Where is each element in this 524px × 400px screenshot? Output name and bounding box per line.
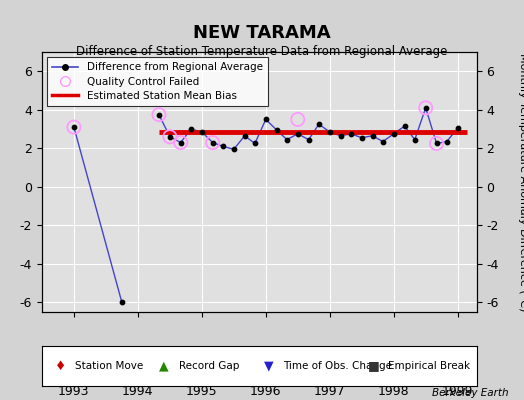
Text: 1998: 1998	[378, 385, 410, 398]
Point	[70, 124, 78, 130]
Point	[443, 138, 451, 145]
Text: NEW TARAMA: NEW TARAMA	[193, 24, 331, 42]
Point	[411, 136, 419, 143]
Text: 1999: 1999	[442, 385, 473, 398]
Text: 1994: 1994	[122, 385, 154, 398]
Point	[209, 139, 217, 146]
Point	[368, 132, 377, 139]
Text: ■: ■	[368, 360, 380, 372]
Point	[357, 134, 366, 141]
Point	[261, 116, 270, 123]
Text: Station Move: Station Move	[74, 361, 143, 371]
Point	[421, 105, 430, 111]
Point	[177, 139, 185, 146]
Point	[250, 140, 259, 147]
Point	[241, 132, 249, 139]
Point	[177, 139, 185, 146]
Point	[336, 132, 345, 139]
Text: ▼: ▼	[264, 360, 274, 372]
Point	[325, 129, 334, 135]
Point	[432, 140, 441, 147]
Point	[453, 125, 462, 131]
Point	[347, 131, 355, 137]
Point	[230, 146, 238, 152]
Point	[304, 136, 313, 143]
Point	[155, 111, 163, 118]
Point	[219, 143, 227, 150]
Point	[432, 140, 441, 147]
Point	[187, 126, 195, 132]
Text: 1993: 1993	[58, 385, 90, 398]
Point	[293, 131, 302, 137]
Legend: Difference from Regional Average, Quality Control Failed, Estimated Station Mean: Difference from Regional Average, Qualit…	[47, 57, 268, 106]
Point	[209, 139, 217, 146]
Point	[400, 123, 409, 129]
Point	[198, 129, 206, 135]
Text: 1997: 1997	[314, 385, 345, 398]
Text: Time of Obs. Change: Time of Obs. Change	[283, 361, 392, 371]
Point	[421, 105, 430, 111]
Point	[293, 116, 302, 123]
Point	[70, 124, 78, 130]
Point	[166, 134, 174, 140]
Text: Difference of Station Temperature Data from Regional Average: Difference of Station Temperature Data f…	[77, 45, 447, 58]
Point	[155, 111, 163, 118]
Text: ▲: ▲	[159, 360, 169, 372]
Text: Empirical Break: Empirical Break	[388, 361, 470, 371]
Point	[282, 136, 291, 143]
Point	[389, 131, 398, 137]
Text: ♦: ♦	[55, 360, 66, 372]
Text: 1996: 1996	[250, 385, 281, 398]
Point	[315, 121, 323, 128]
Text: Berkeley Earth: Berkeley Earth	[432, 388, 508, 398]
Point	[118, 299, 126, 306]
Point	[166, 134, 174, 140]
Text: Record Gap: Record Gap	[179, 361, 239, 371]
Text: 1995: 1995	[186, 385, 217, 398]
Y-axis label: Monthly Temperature Anomaly Difference (°C): Monthly Temperature Anomaly Difference (…	[518, 53, 524, 311]
Point	[272, 127, 281, 133]
Point	[379, 138, 387, 145]
